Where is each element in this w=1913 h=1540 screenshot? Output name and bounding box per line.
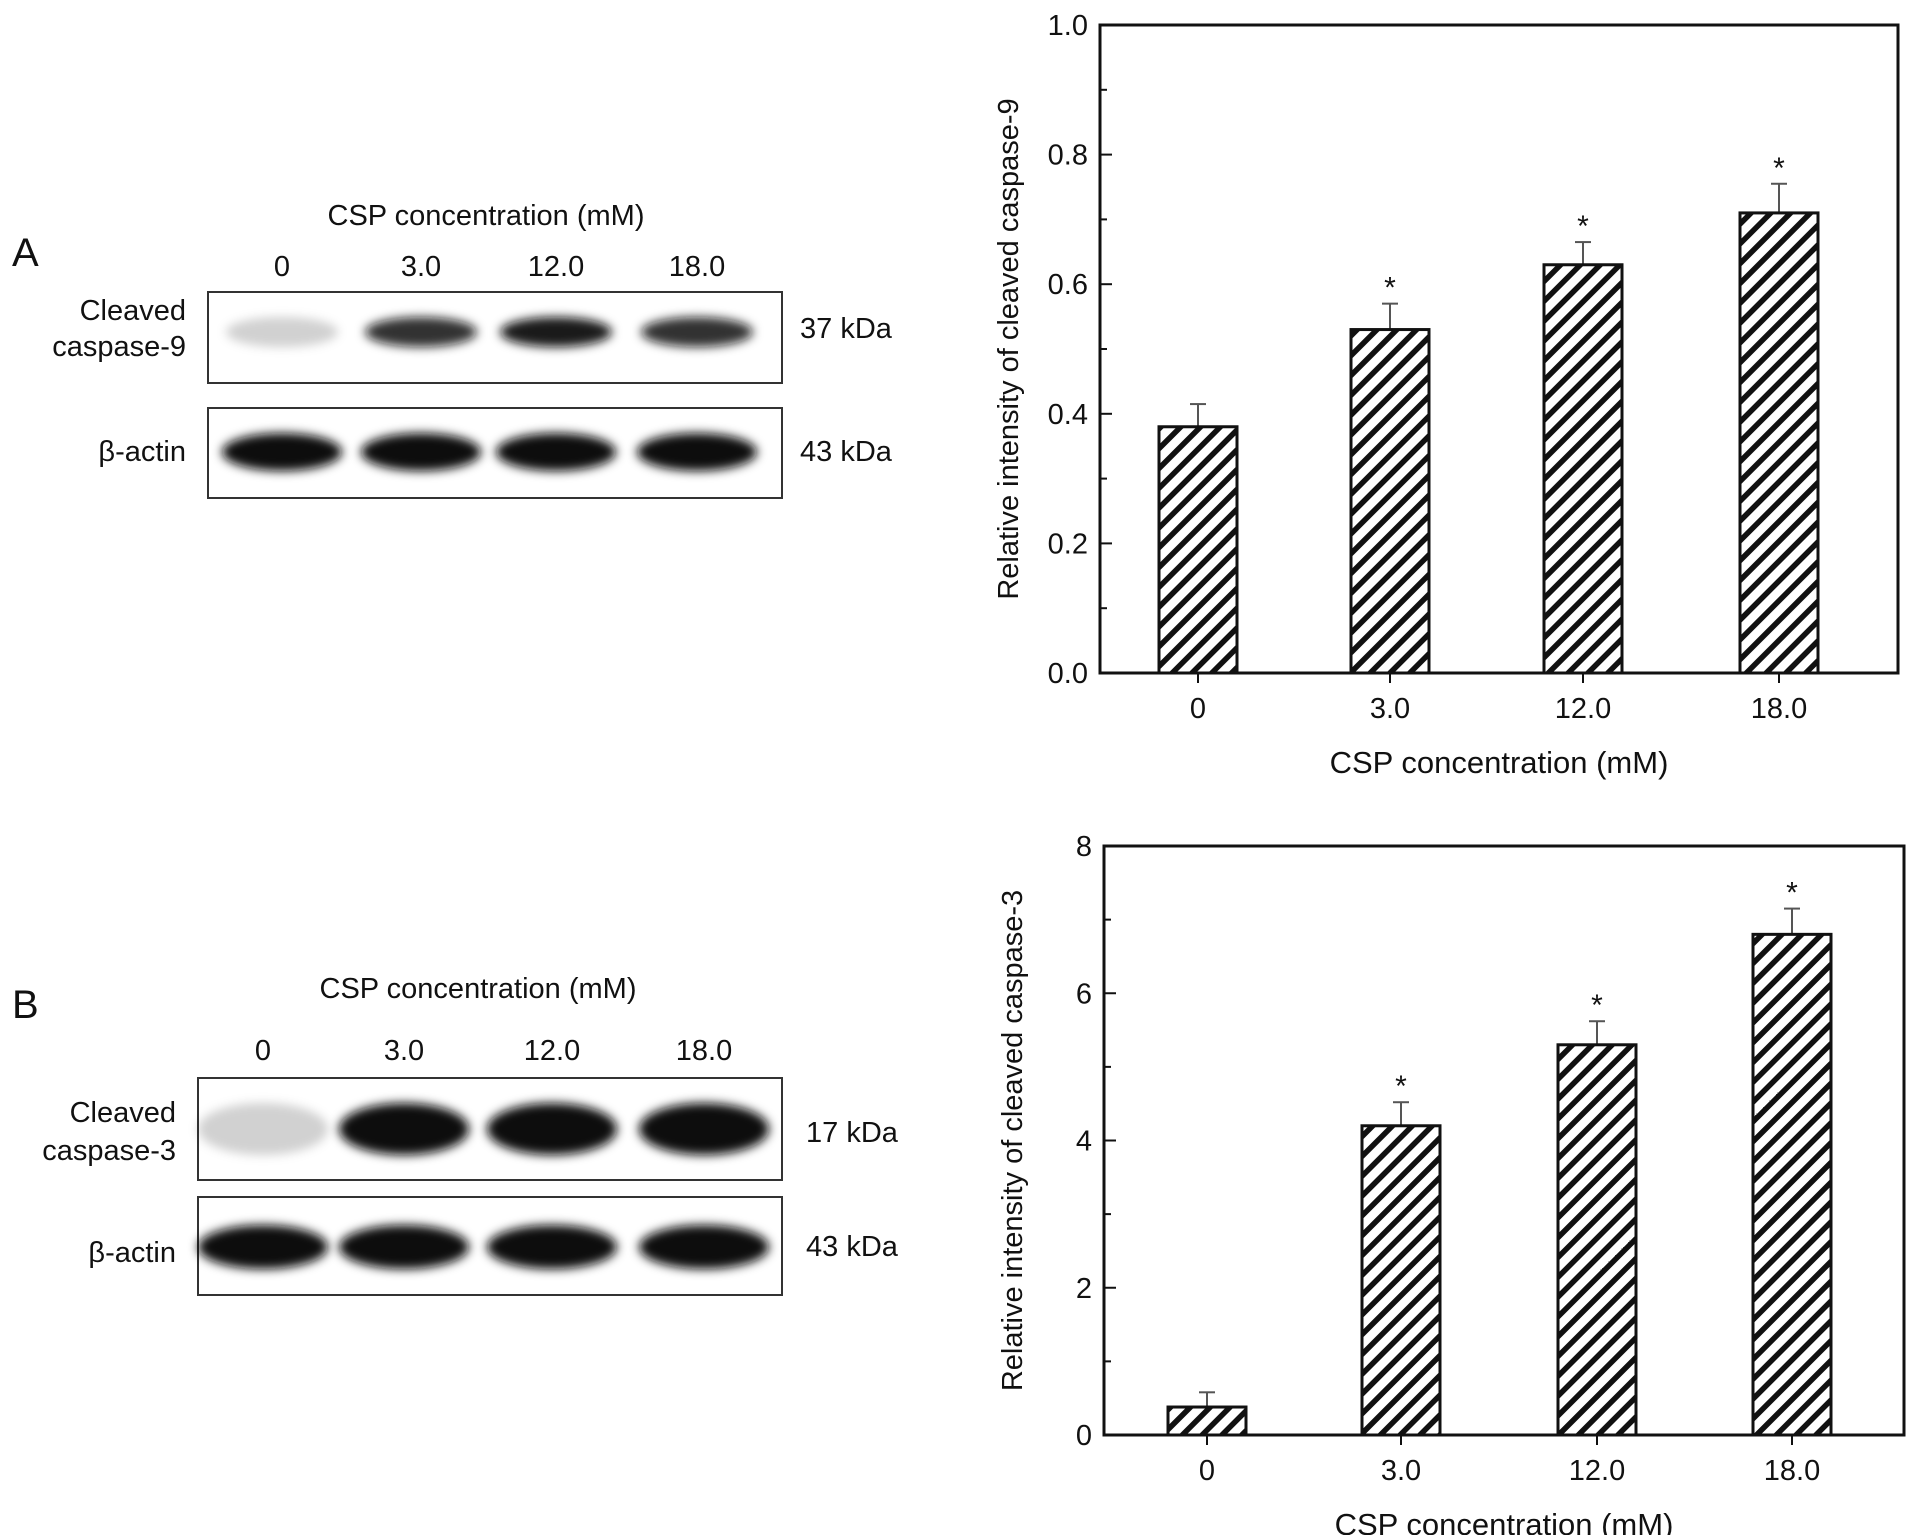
x-axis-label: CSP concentration (mM) bbox=[1330, 745, 1669, 780]
panel-b-lane-label: 3.0 bbox=[384, 1035, 424, 1067]
chart-caspase9: 0 * 3.0 * 12.0 * 18.0 0.0 0.2 0.4 0.6 0.8 1.0 CSP con… bbox=[993, 10, 1900, 780]
blot-band bbox=[639, 1103, 769, 1155]
significance-mark: * bbox=[1591, 989, 1603, 1022]
panel-a: A CSP concentration (mM) 0 3.0 12.0 18.0… bbox=[12, 200, 893, 499]
y-tick-label: 0.4 bbox=[1048, 399, 1088, 431]
blot-band bbox=[198, 1103, 328, 1155]
blot-band bbox=[641, 317, 753, 347]
blot-band bbox=[487, 1225, 617, 1269]
panel-b: B CSP concentration (mM) 0 3.0 12.0 18.0… bbox=[12, 973, 899, 1296]
panel-b-letter: B bbox=[12, 983, 39, 1027]
blot-band bbox=[222, 433, 342, 471]
x-tick-label: 3.0 bbox=[1381, 1455, 1421, 1487]
x-tick-label: 12.0 bbox=[1555, 693, 1611, 725]
blot-band bbox=[496, 433, 616, 471]
bar bbox=[1157, 425, 1239, 675]
bar bbox=[1360, 1124, 1442, 1437]
panel-b-lane-label: 18.0 bbox=[676, 1035, 732, 1067]
panel-a-letter: A bbox=[12, 231, 39, 275]
significance-mark: * bbox=[1384, 272, 1396, 305]
blot-a-caspase9-size: 37 kDa bbox=[800, 313, 893, 345]
blot-a-actin-bands bbox=[222, 433, 757, 471]
y-tick-label: 0.6 bbox=[1048, 269, 1088, 301]
y-tick-label: 6 bbox=[1076, 978, 1092, 1010]
blot-band bbox=[339, 1103, 469, 1155]
blot-a-actin-label: β-actin bbox=[98, 436, 186, 468]
significance-mark: * bbox=[1786, 877, 1798, 910]
blot-b-actin-label: β-actin bbox=[88, 1237, 176, 1269]
panel-a-lane-label: 18.0 bbox=[669, 251, 725, 283]
blot-b-actin-size: 43 kDa bbox=[806, 1231, 899, 1263]
x-tick-label: 0 bbox=[1199, 1455, 1215, 1487]
x-tick-label: 18.0 bbox=[1751, 693, 1807, 725]
bar bbox=[1738, 211, 1820, 675]
bar bbox=[1349, 328, 1431, 675]
blot-a-actin-size: 43 kDa bbox=[800, 436, 893, 468]
blot-b-caspase3-label: Cleaved bbox=[70, 1097, 176, 1129]
plot-frame bbox=[1098, 23, 1900, 675]
blot-b-caspase3-size: 17 kDa bbox=[806, 1117, 899, 1149]
significance-mark: * bbox=[1395, 1070, 1407, 1103]
y-tick-label: 0.0 bbox=[1048, 658, 1088, 690]
blot-band bbox=[339, 1225, 469, 1269]
blot-band bbox=[500, 317, 612, 347]
y-tick-label: 0 bbox=[1076, 1420, 1092, 1452]
x-tick-label: 18.0 bbox=[1764, 1455, 1820, 1487]
blot-band bbox=[365, 317, 477, 347]
y-tick-label: 4 bbox=[1076, 1126, 1092, 1158]
plot-frame bbox=[1102, 844, 1906, 1437]
blot-band bbox=[487, 1103, 617, 1155]
x-tick-label: 12.0 bbox=[1569, 1455, 1625, 1487]
significance-mark: * bbox=[1577, 210, 1589, 243]
x-tick-label: 3.0 bbox=[1370, 693, 1410, 725]
x-axis-label: CSP concentration (mM) bbox=[1335, 1507, 1674, 1535]
panel-b-lane-label: 12.0 bbox=[524, 1035, 580, 1067]
panel-a-lane-label: 0 bbox=[274, 251, 290, 283]
panel-b-blot-header: CSP concentration (mM) bbox=[320, 973, 637, 1005]
panel-a-lane-label: 12.0 bbox=[528, 251, 584, 283]
y-tick-label: 0.8 bbox=[1048, 140, 1088, 172]
panel-a-blot-header: CSP concentration (mM) bbox=[328, 200, 645, 232]
panel-b-lane-label: 0 bbox=[255, 1035, 271, 1067]
blot-a-caspase9-bands bbox=[226, 317, 753, 347]
blot-b-caspase3-label: caspase-3 bbox=[42, 1135, 176, 1167]
blot-a-caspase9-label: Cleaved bbox=[80, 295, 186, 327]
bar bbox=[1542, 263, 1624, 675]
significance-mark: * bbox=[1773, 152, 1785, 185]
bar bbox=[1166, 1405, 1248, 1437]
bar bbox=[1751, 932, 1833, 1437]
y-axis-label: Relative intensity of cleaved caspase-3 bbox=[997, 890, 1029, 1391]
blot-band bbox=[637, 433, 757, 471]
chart-caspase3: 0 * 3.0 * 12.0 * 18.0 0 2 4 6 8 CSP concentration (m… bbox=[997, 831, 1906, 1540]
y-axis-label: Relative intensity of cleaved caspase-9 bbox=[993, 98, 1025, 599]
blot-band bbox=[361, 433, 481, 471]
x-tick-label: 0 bbox=[1190, 693, 1206, 725]
blot-band bbox=[198, 1225, 328, 1269]
bar bbox=[1556, 1043, 1638, 1437]
blot-a-caspase9-label: caspase-9 bbox=[52, 331, 186, 363]
y-tick-label: 0.2 bbox=[1048, 528, 1088, 560]
blot-band bbox=[639, 1225, 769, 1269]
y-tick-label: 8 bbox=[1076, 831, 1092, 863]
panel-a-lane-label: 3.0 bbox=[401, 251, 441, 283]
blot-band bbox=[226, 317, 338, 347]
blot-b-actin-bands bbox=[198, 1225, 769, 1269]
y-tick-label: 1.0 bbox=[1048, 10, 1088, 42]
y-tick-label: 2 bbox=[1076, 1273, 1092, 1305]
blot-b-caspase3-bands bbox=[198, 1103, 769, 1155]
